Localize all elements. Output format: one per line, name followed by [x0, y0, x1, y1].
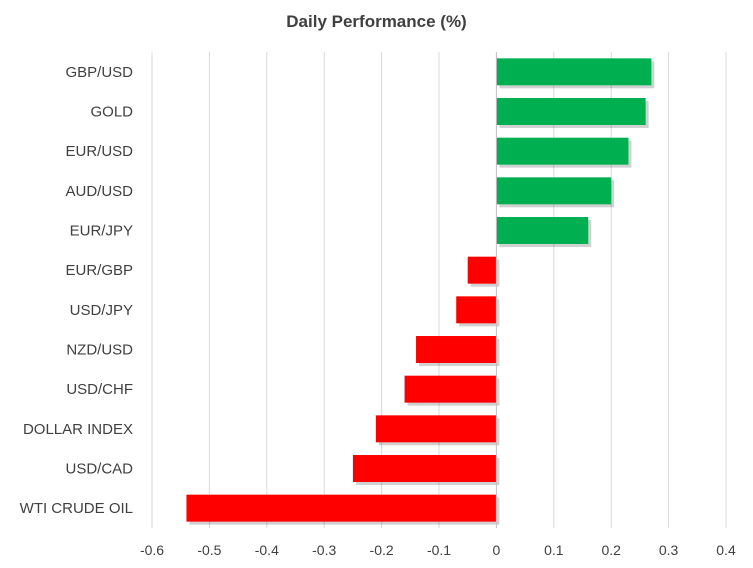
category-label: EUR/JPY [70, 223, 133, 240]
bar-usd-cad [352, 455, 497, 482]
bar-usd-chf [404, 375, 497, 403]
bar-usd-jpy [456, 296, 497, 324]
x-tick-label: 0.3 [659, 542, 679, 558]
category-label: GBP/USD [65, 64, 133, 81]
category-label: DOLLAR INDEX [23, 421, 133, 438]
x-tick-label: -0.1 [427, 542, 451, 558]
bar-aud-usd [496, 177, 612, 205]
category-label: AUD/USD [65, 183, 133, 200]
x-tick-label: 0.4 [716, 542, 736, 558]
bar-eur-jpy [496, 217, 589, 244]
category-label: EUR/USD [65, 143, 133, 160]
bar-eur-gbp [467, 256, 497, 284]
bar-wti-crude-oil [186, 494, 497, 522]
x-tick-label: 0 [493, 542, 501, 558]
bar-nzd-usd [416, 336, 497, 363]
bar-dollar-index [375, 415, 497, 443]
bars [186, 58, 655, 525]
x-tick-labels: -0.6 -0.5 -0.4 -0.3 -0.2 -0.1 0 0.1 0.2 0.3 0.4 [140, 542, 736, 558]
bar-gold [496, 98, 646, 125]
category-label: EUR/GBP [65, 262, 133, 279]
category-label: GOLD [90, 104, 133, 121]
x-tick-label: -0.6 [140, 542, 164, 558]
category-label: WTI CRUDE OIL [20, 500, 133, 517]
bar-gbp-usd [496, 58, 652, 86]
category-label: NZD/USD [66, 342, 133, 359]
x-tick-label: -0.3 [312, 542, 336, 558]
x-tick-label: 0.1 [544, 542, 564, 558]
bar-eur-usd [496, 137, 629, 165]
x-tick-label: -0.4 [255, 542, 279, 558]
chart-title: Daily Performance (%) [286, 12, 467, 31]
category-label: USD/CHF [66, 381, 133, 398]
category-label: USD/CAD [65, 461, 133, 478]
grid-lines [151, 52, 727, 528]
x-tick-label: -0.2 [370, 542, 394, 558]
category-labels: GBP/USD GOLD EUR/USD AUD/USD EUR/JPY EUR/GBP U… [20, 64, 134, 517]
category-label: USD/JPY [70, 302, 133, 319]
x-tick-label: 0.2 [601, 542, 621, 558]
x-tick-label: -0.5 [197, 542, 221, 558]
